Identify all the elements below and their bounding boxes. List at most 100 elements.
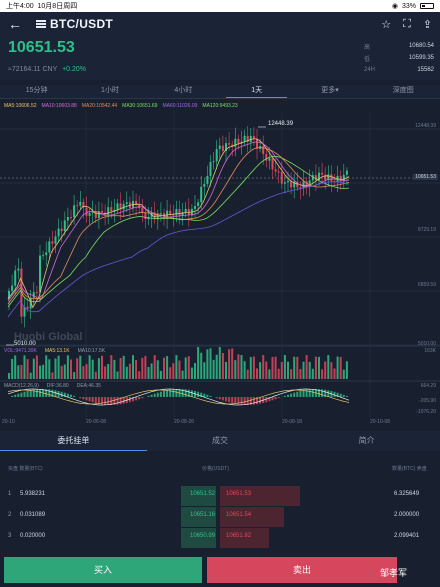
macd-bar [305,389,308,397]
volume-bar [101,355,103,379]
vol-label: VOL:9471.30K [4,348,37,354]
period-tabs: 15分钟 1小时 4小时 1天 更多▾ 深度图 [0,85,440,98]
tab-intro[interactable]: 简介 [358,436,375,445]
volume-bar [135,360,138,379]
tab-orders[interactable]: 委托挂单 [0,431,147,451]
macd-bar [166,390,169,397]
tab-more[interactable]: 更多▾ [321,87,339,94]
ask-qty: 2.000000 [394,512,420,518]
bid-qty: 5.938231 [20,491,46,497]
status-time: 上午4:00 [6,3,34,10]
volume-bar [141,357,144,379]
fullscreen-icon[interactable]: ⛶ [403,17,411,30]
book-row[interactable]: 3 0.020000 10650.99 10651.82 2.099401 [0,527,440,548]
candle-body [218,145,221,149]
bid-depth-bar [181,507,216,527]
macd-bar [35,389,38,397]
volume-bar [70,359,72,379]
vol-ma10-label: MA10:17.5K [77,348,106,354]
candle-body [206,175,209,184]
sell-button[interactable]: 卖出 [207,557,397,583]
tab-1day[interactable]: 1天 [220,85,293,98]
status-date: 10月8日周四 [37,3,78,10]
book-row[interactable]: 2 0.031089 10651.16 10651.54 2.000000 [0,506,440,527]
star-icon[interactable]: ☆ [381,18,392,31]
volume-bar [138,371,141,379]
volume-bar [79,355,82,379]
volume-bar [293,356,296,379]
volume-bar [342,369,345,379]
macd-bar [256,397,258,405]
macd-bar [203,393,206,397]
candle-body [45,252,48,256]
volume-bar [76,358,79,379]
menu-icon[interactable] [36,20,46,28]
kline-chart[interactable]: MA5:10606.52 MA10:10603.88 MA20:10542.44… [0,99,440,425]
tab-trades[interactable]: 成交 [212,436,228,445]
macd-bar [91,397,94,403]
vol-axis: 163K [424,348,436,354]
arrow-left-icon[interactable]: ← [8,16,22,32]
candle-body [314,175,317,181]
candle-body [197,202,200,206]
volume-bar [256,368,258,379]
macd-axis-1: 664.29 [420,383,436,389]
macd-bar [296,391,299,397]
volume-bar [48,359,51,379]
macd-bar [184,389,187,397]
bid-price: 10650.99 [190,533,216,539]
candle-body [26,306,29,309]
macd-bar [311,389,314,397]
tab-1hour[interactable]: 1小时 [101,87,119,94]
bid-depth-bar [181,486,216,506]
candle-body [138,204,141,209]
bid-qty: 0.020000 [20,533,46,539]
candle-body [200,186,203,203]
tab-15min[interactable]: 15分钟 [25,87,48,94]
dif-line [7,388,350,406]
macd-bar [268,397,271,402]
candle-body [296,181,299,188]
tab-depth[interactable]: 深度图 [392,87,414,94]
volume-bar [91,359,94,379]
volume-bar [35,355,38,379]
macd-bar [190,390,193,397]
bid-qty-header: 买盘 数量(BTC) [8,466,43,472]
share-icon[interactable]: ⇪ [422,18,432,31]
wifi-icon: ◉ [391,3,398,10]
volume-bar [107,363,110,379]
volume-bar [296,356,299,379]
ask-depth-bar [220,528,269,548]
macd-bar [321,389,324,397]
macd-bar [23,391,26,397]
macd-bar [181,389,184,397]
macd-bar [63,392,66,397]
candle-body [305,181,308,187]
dea-label: DEA:46.35 [76,383,101,389]
tab-4hour[interactable]: 4小时 [174,87,193,94]
buy-button[interactable]: 买入 [4,557,202,583]
macd-bar [48,389,51,397]
volume-bar [57,355,60,379]
volume-bar [234,360,237,379]
bid-depth-bar [181,528,216,548]
macd-bar [228,397,231,403]
volume-bar [212,359,215,379]
macd-bar [175,389,178,397]
book-row[interactable]: 1 5.938231 10651.52 10651.53 6.325649 [0,485,440,506]
macd-bar [153,393,156,397]
candle-body [271,158,274,170]
volume-bar [17,365,20,379]
volume-bar [259,362,262,379]
macd-bar [197,391,200,397]
macd-bar [70,394,72,397]
candle-body [256,138,258,149]
candle-body [119,203,122,210]
candle-body [212,161,215,163]
candle-body [42,255,45,257]
volume-bar [88,355,91,379]
pair-title[interactable]: BTC/USDT [50,17,114,31]
volume-bar [159,370,162,379]
ask-qty-header: 数量(BTC) 卖盘 [392,466,427,472]
volume-bar [280,361,283,379]
